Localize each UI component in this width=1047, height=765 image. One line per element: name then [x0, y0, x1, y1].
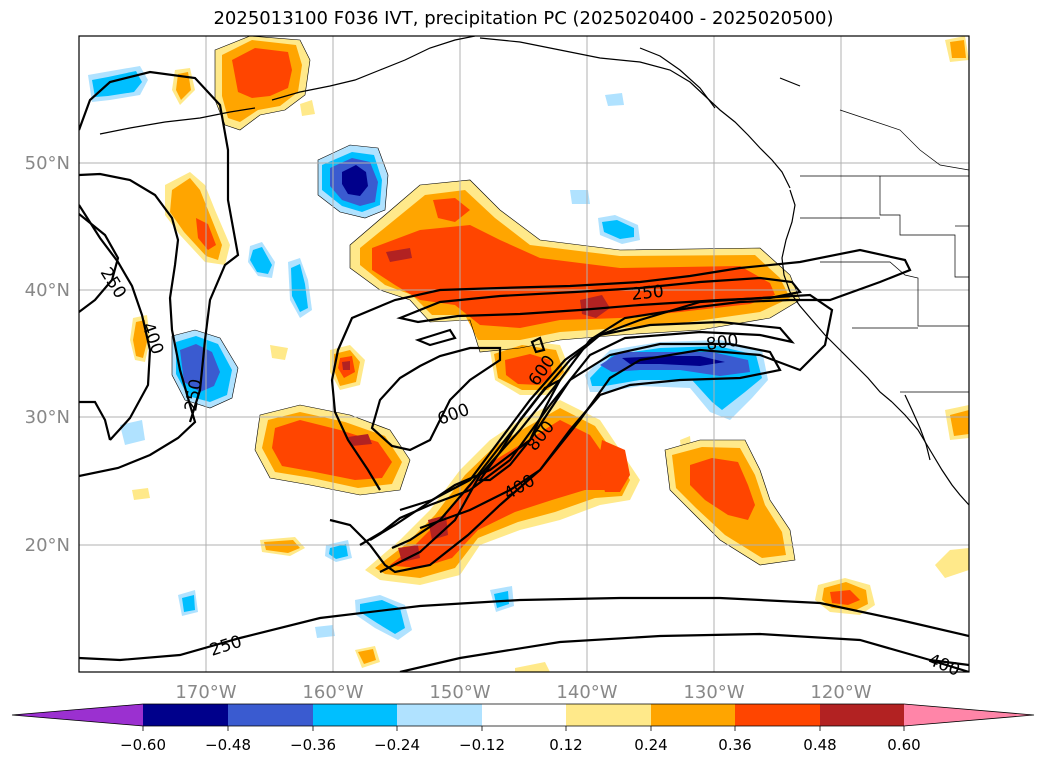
- coastlines: [99, 36, 969, 506]
- colorbar-bin: [651, 704, 735, 726]
- lat-label: 30°N: [25, 407, 70, 428]
- lon-axis-labels: 170°W 160°W 150°W 140°W 130°W 120°W: [175, 682, 871, 703]
- contour-label: 800: [705, 331, 740, 355]
- colorbar-bin: [820, 704, 904, 726]
- lon-label: 170°W: [175, 682, 236, 703]
- colorbar-under-arrow: [12, 704, 143, 726]
- colorbar-bin: [397, 704, 482, 726]
- lat-label: 40°N: [25, 280, 70, 301]
- colorbar-bin: [313, 704, 397, 726]
- colorbar-tick-label: 0.36: [718, 736, 751, 754]
- colorbar-tick-label: −0.48: [205, 736, 251, 754]
- colorbar-bin: [143, 704, 228, 726]
- lon-label: 150°W: [429, 682, 490, 703]
- colorbar-over-arrow: [904, 704, 1034, 726]
- ivt-contours: [79, 70, 969, 672]
- colorbar-tick-label: −0.12: [459, 736, 505, 754]
- political-borders: [800, 109, 969, 393]
- colorbar-tick-label: −0.36: [290, 736, 336, 754]
- colorbar-tick-label: −0.60: [120, 736, 166, 754]
- lon-label: 120°W: [810, 682, 871, 703]
- contour-label: 250: [630, 282, 664, 305]
- colorbar-bin: [566, 704, 651, 726]
- map-frame: [78, 35, 970, 673]
- colorbar-bin: [735, 704, 820, 726]
- colorbar-bin: [482, 704, 566, 726]
- lon-label: 130°W: [683, 682, 744, 703]
- lat-axis-labels: 50°N 40°N 30°N 20°N: [25, 153, 70, 556]
- lat-label: 50°N: [25, 153, 70, 174]
- lon-label: 160°W: [302, 682, 363, 703]
- map-title: 2025013100 F036 IVT, precipitation PC (2…: [213, 8, 834, 29]
- lat-label: 20°N: [25, 535, 70, 556]
- colorbar-tick-label: 0.24: [634, 736, 667, 754]
- colorbar-tick-label: −0.24: [374, 736, 420, 754]
- colorbar-tick-label: 0.48: [803, 736, 836, 754]
- colorbar-tick-label: 0.60: [887, 736, 920, 754]
- colorbar-tick-label: 0.12: [549, 736, 582, 754]
- colorbar: −0.60 −0.48 −0.36 −0.24 −0.12 0.12 0.24 …: [11, 703, 1035, 754]
- colorbar-bin: [228, 704, 313, 726]
- lon-label: 140°W: [556, 682, 617, 703]
